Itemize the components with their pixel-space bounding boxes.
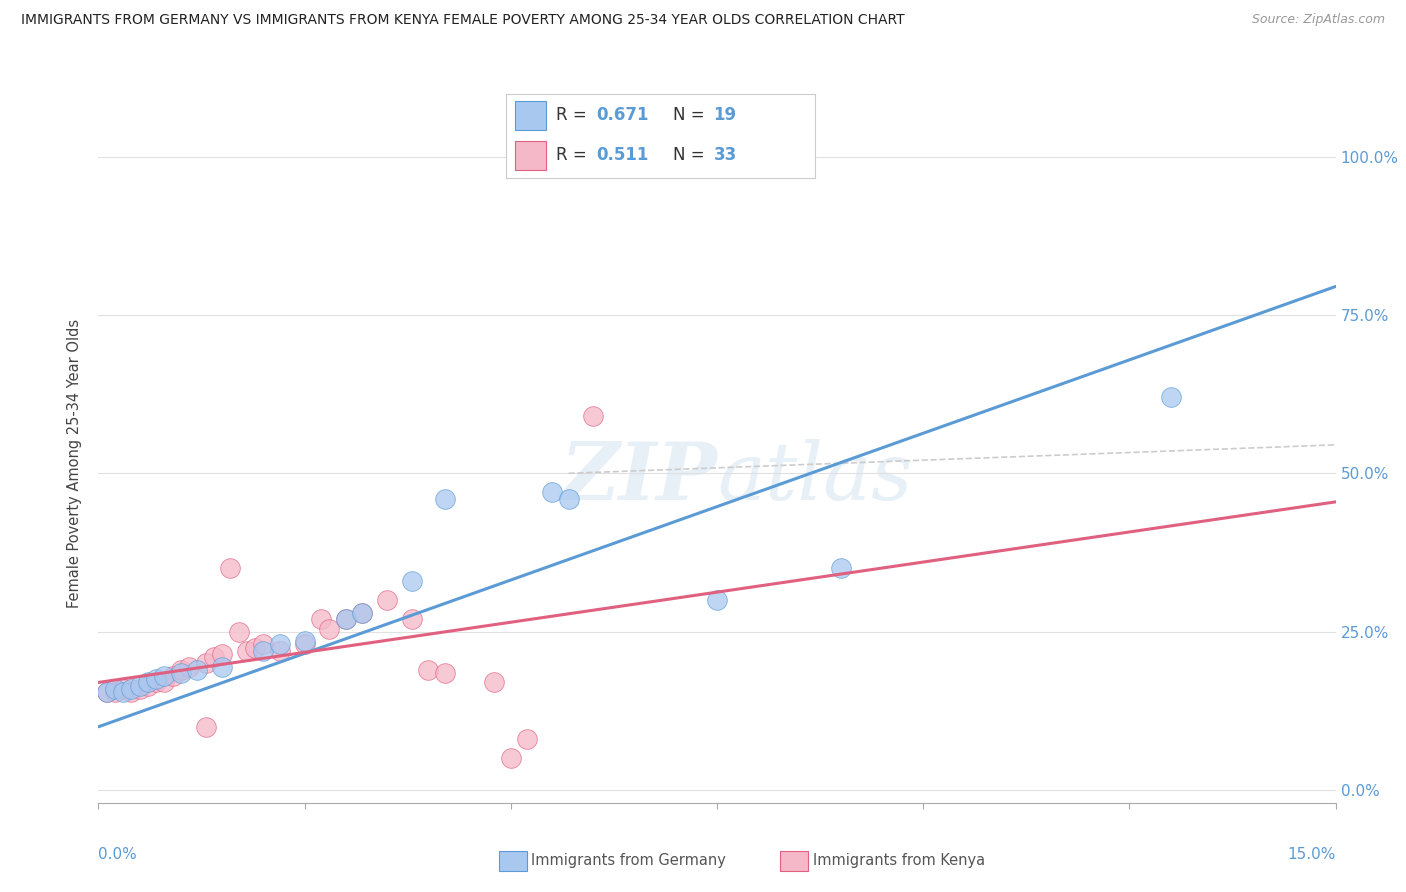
Point (294, 637, 316, 651)
Text: N =: N = (673, 106, 710, 124)
Point (145, 675, 167, 690)
Point (112, 681, 135, 696)
Point (104, 685, 127, 699)
Point (1160, 390, 1182, 404)
Point (228, 624, 250, 639)
Text: 15.0%: 15.0% (1288, 847, 1336, 863)
Text: 19: 19 (713, 106, 737, 124)
Point (418, 663, 440, 677)
Point (731, 150, 754, 164)
Y-axis label: Female Poverty Among 25-34 Year Olds: Female Poverty Among 25-34 Year Olds (67, 319, 83, 608)
Point (112, 685, 135, 699)
Point (236, 644, 259, 658)
Point (830, 561, 852, 575)
Point (433, 665, 456, 680)
Text: 0.0%: 0.0% (98, 847, 138, 863)
Text: N =: N = (673, 146, 710, 164)
Point (516, 732, 538, 747)
Point (706, 593, 728, 607)
Point (401, 612, 423, 626)
Text: ZIP: ZIP (560, 439, 717, 516)
Point (96, 685, 118, 699)
Point (186, 663, 208, 677)
Point (499, 751, 522, 765)
Point (145, 672, 167, 686)
Point (153, 675, 176, 690)
Text: R =: R = (555, 146, 592, 164)
Point (194, 657, 217, 671)
Text: Immigrants from Kenya: Immigrants from Kenya (813, 854, 984, 868)
Text: 33: 33 (713, 146, 737, 164)
Point (136, 675, 159, 690)
Point (335, 612, 357, 626)
Point (120, 685, 142, 699)
Bar (516, 102, 547, 130)
Point (219, 561, 242, 575)
Point (557, 491, 579, 506)
Point (582, 409, 605, 424)
Point (541, 485, 564, 500)
Point (252, 637, 274, 651)
Point (433, 491, 456, 506)
Point (162, 669, 184, 683)
Point (194, 720, 217, 734)
Point (170, 665, 193, 680)
Text: atlas: atlas (717, 439, 912, 516)
Point (104, 681, 127, 696)
Point (211, 659, 233, 673)
Point (352, 606, 374, 620)
Text: 0.511: 0.511 (596, 146, 648, 164)
Point (243, 640, 266, 655)
Point (294, 634, 316, 648)
Point (136, 679, 159, 693)
Point (352, 606, 374, 620)
Point (120, 681, 142, 696)
Text: Source: ZipAtlas.com: Source: ZipAtlas.com (1251, 13, 1385, 27)
Point (96, 685, 118, 699)
Point (153, 669, 176, 683)
Point (128, 679, 150, 693)
Point (269, 637, 291, 651)
Point (309, 612, 332, 626)
Text: 0.671: 0.671 (596, 106, 648, 124)
Point (335, 612, 357, 626)
Point (170, 663, 193, 677)
Text: R =: R = (555, 106, 592, 124)
Point (179, 659, 201, 673)
Point (484, 675, 506, 690)
Point (211, 647, 233, 661)
Point (128, 681, 150, 696)
Text: IMMIGRANTS FROM GERMANY VS IMMIGRANTS FROM KENYA FEMALE POVERTY AMONG 25-34 YEAR: IMMIGRANTS FROM GERMANY VS IMMIGRANTS FR… (21, 13, 904, 28)
Point (202, 650, 225, 665)
Point (401, 574, 423, 588)
Point (269, 644, 291, 658)
Text: Immigrants from Germany: Immigrants from Germany (531, 854, 727, 868)
Bar (516, 141, 547, 169)
Point (375, 593, 398, 607)
Point (252, 644, 274, 658)
Point (318, 622, 340, 636)
